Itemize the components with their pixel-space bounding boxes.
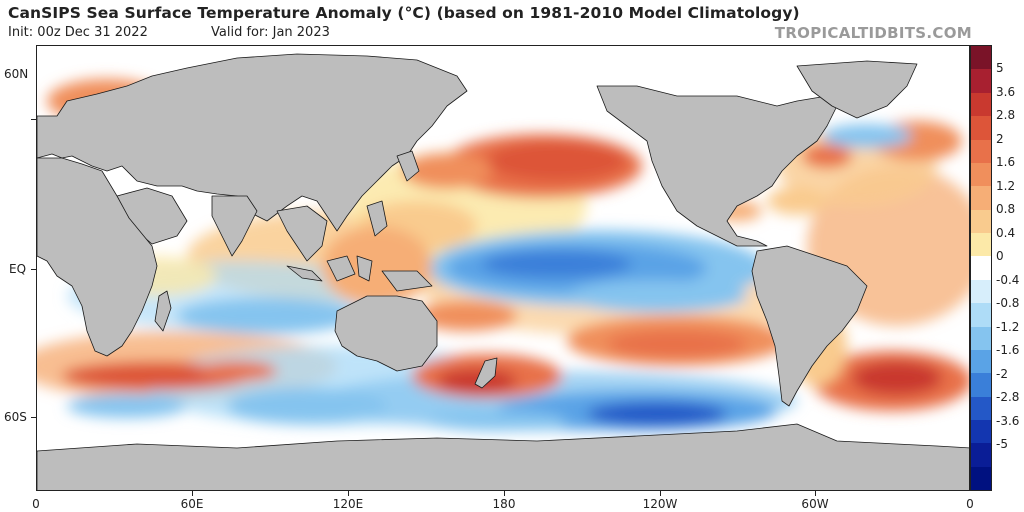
site-brand: TROPICALTIDBITS.COM xyxy=(774,24,972,42)
new-guinea xyxy=(381,270,433,292)
colorbar-label: -1.2 xyxy=(996,319,1020,334)
lon-label-0-east: 0 xyxy=(966,497,974,511)
lon-tick-180 xyxy=(504,491,505,496)
colorbar-segment xyxy=(971,303,991,327)
eurasia xyxy=(37,53,468,232)
indochina xyxy=(276,205,328,262)
valid-time: Valid for: Jan 2023 xyxy=(211,25,330,40)
sst-anomaly-map xyxy=(36,45,970,491)
colorbar-label: -2.8 xyxy=(996,390,1020,405)
lat-label-eq: EQ xyxy=(9,262,27,276)
lat-tick-eq xyxy=(31,269,36,270)
colorbar-label: -2 xyxy=(996,366,1008,381)
init-time: Init: 00z Dec 31 2022 xyxy=(8,25,148,40)
north-america xyxy=(596,85,838,247)
borneo xyxy=(326,255,356,282)
lon-label-120e: 120E xyxy=(332,497,364,511)
map-canvas xyxy=(37,46,969,490)
land-masses xyxy=(37,53,969,490)
colorbar-label: -1.6 xyxy=(996,343,1020,358)
colorbar-segment xyxy=(971,420,991,444)
lon-tick-120e xyxy=(348,491,349,496)
lon-label-0: 0 xyxy=(32,497,40,511)
colorbar-segment xyxy=(971,326,991,350)
colorbar-segment xyxy=(971,139,991,163)
colorbar-segment xyxy=(971,209,991,233)
india xyxy=(211,195,258,257)
lat-label-60s: 60S xyxy=(4,410,27,424)
new-zealand xyxy=(474,357,498,389)
colorbar-segment xyxy=(971,373,991,397)
japan xyxy=(396,150,420,182)
colorbar-label: 3.6 xyxy=(996,84,1016,99)
colorbar-segment xyxy=(971,349,991,374)
colorbar-label: 2.8 xyxy=(996,108,1016,123)
sumatra xyxy=(286,265,323,282)
lon-label-120w: 120W xyxy=(642,497,678,511)
colorbar-label: -5 xyxy=(996,437,1008,452)
lon-label-60w: 60W xyxy=(801,497,829,511)
colorbar-segment xyxy=(971,186,991,210)
colorbar-label: 0 xyxy=(996,249,1004,264)
lon-tick-60e xyxy=(192,491,193,496)
colorbar-label: -0.4 xyxy=(996,272,1020,287)
colorbar-segment xyxy=(971,162,991,187)
lat-tick-60n xyxy=(31,119,36,120)
colorbar-segment xyxy=(971,233,991,257)
colorbar-label: 5 xyxy=(996,61,1004,76)
south-america xyxy=(751,245,868,407)
colorbar-label: -0.8 xyxy=(996,296,1020,311)
colorbar-segment xyxy=(971,69,991,93)
colorbar-segment xyxy=(971,466,991,491)
australia xyxy=(334,295,438,372)
colorbar-segment xyxy=(971,256,991,280)
colorbar-label: 0.8 xyxy=(996,202,1016,217)
colorbar-segment xyxy=(971,443,991,467)
colorbar-label: 1.6 xyxy=(996,155,1016,170)
lon-tick-60w xyxy=(815,491,816,496)
greenland xyxy=(796,60,918,119)
colorbar-label: 1.2 xyxy=(996,178,1016,193)
lat-label-60n: 60N xyxy=(4,67,29,81)
colorbar-label: -3.6 xyxy=(996,413,1020,428)
sulawesi xyxy=(356,255,373,282)
colorbar-label: 0.4 xyxy=(996,225,1016,240)
colorbar-segment xyxy=(971,279,991,304)
lon-label-180: 180 xyxy=(492,497,516,511)
philippines xyxy=(366,200,388,237)
colorbar-segment xyxy=(971,92,991,117)
colorbar-segment xyxy=(971,116,991,140)
antarctica xyxy=(37,423,969,490)
colorbar-label: 2 xyxy=(996,131,1004,146)
lat-tick-60s xyxy=(31,417,36,418)
chart-title: CanSIPS Sea Surface Temperature Anomaly … xyxy=(8,4,800,22)
africa xyxy=(37,157,158,357)
colorbar xyxy=(970,45,992,491)
madagascar xyxy=(154,290,172,332)
lon-label-60e: 60E xyxy=(180,497,204,511)
colorbar-segment xyxy=(971,46,991,70)
colorbar-segment xyxy=(971,396,991,420)
lon-tick-120w xyxy=(660,491,661,496)
